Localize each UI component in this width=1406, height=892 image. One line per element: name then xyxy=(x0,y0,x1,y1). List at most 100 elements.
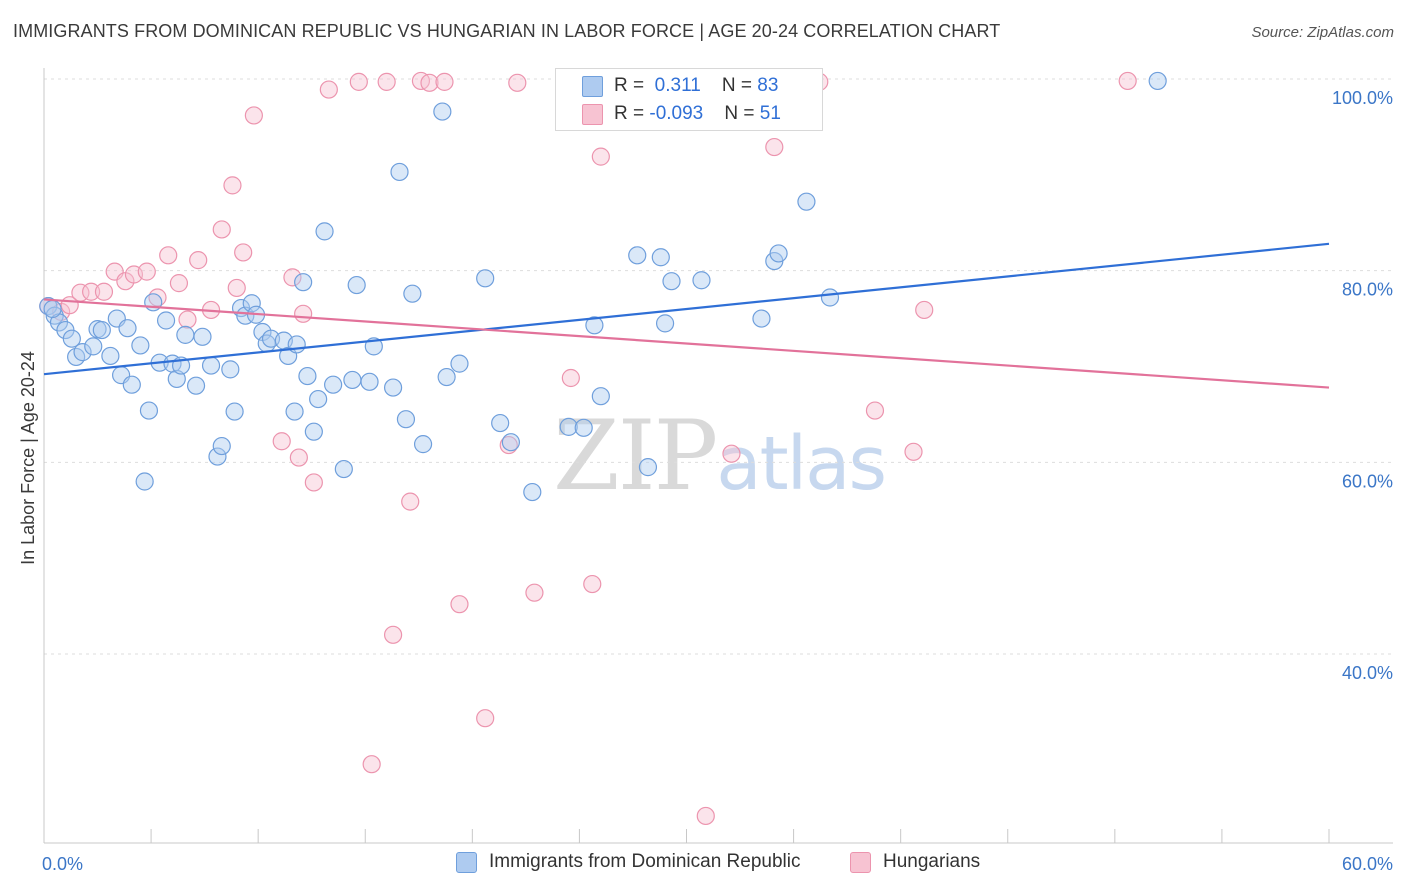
legend-label-dominican: Immigrants from Dominican Republic xyxy=(489,851,801,872)
dominican-point-34 xyxy=(242,294,261,313)
dominican-point-70 xyxy=(628,246,647,265)
hungarians-point-48 xyxy=(904,442,923,461)
hungarians-point-20 xyxy=(244,106,263,125)
dominican-point-64 xyxy=(501,433,520,452)
dominican-point-44 xyxy=(298,366,317,386)
legend-label-hungarians: Hungarians xyxy=(883,851,981,872)
trend-lines xyxy=(43,242,1330,389)
hungarians-point-41 xyxy=(583,574,602,594)
dominican-point-26 xyxy=(193,327,212,346)
hungarians-point-17 xyxy=(223,176,242,195)
watermark-atlas: atlas xyxy=(716,421,887,507)
hungarians-point-40 xyxy=(561,368,580,388)
r-label: R = xyxy=(614,103,650,124)
dominican-point-30 xyxy=(221,360,240,379)
hungarians-point-13 xyxy=(178,310,197,329)
dominican-point-67 xyxy=(574,418,593,437)
y-tick-label-80: 80.0% xyxy=(1342,280,1393,300)
y-tick-label-40: 40.0% xyxy=(1342,663,1393,683)
dominican-trend-line xyxy=(43,242,1330,376)
n-label: N = xyxy=(724,103,760,124)
pink-swatch xyxy=(582,104,603,125)
dominican-point-31 xyxy=(225,402,244,421)
dominican-point-82 xyxy=(43,299,62,319)
legend-swatch-blue xyxy=(456,851,477,873)
dominican-point-79 xyxy=(797,192,816,211)
dominican-point-63 xyxy=(491,413,510,433)
dominican-point-75 xyxy=(692,271,711,290)
source-label: Source: ZipAtlas.com xyxy=(1251,24,1394,41)
legend-swatch-pink xyxy=(850,851,871,873)
dominican-point-56 xyxy=(396,410,416,429)
hungarians-point-43 xyxy=(696,806,715,826)
dominican-point-58 xyxy=(413,435,433,454)
dominican-point-55 xyxy=(390,162,409,182)
hungarians-point-39 xyxy=(525,583,544,602)
hungarians-point-38 xyxy=(508,73,527,92)
hungarians-point-34 xyxy=(435,72,454,91)
legend-item-hungarians[interactable]: Hungarians xyxy=(850,851,980,873)
hungarians-point-21 xyxy=(272,432,291,451)
hungarians-point-36 xyxy=(476,709,495,728)
dominican-point-60 xyxy=(437,367,456,387)
r-value: -0.093 xyxy=(649,103,704,124)
hungarians-point-19 xyxy=(234,243,253,262)
hungarians-point-11 xyxy=(159,246,178,265)
dominican-point-57 xyxy=(403,284,422,303)
dominican-point-29 xyxy=(212,436,231,456)
x-tick-label-max: 60.0% xyxy=(1342,854,1393,874)
dominican-point-42 xyxy=(287,335,306,354)
dominican-point-15 xyxy=(131,336,150,355)
hungarians-point-4 xyxy=(82,282,101,301)
n-value: 83 xyxy=(757,75,779,96)
dominican-point-43 xyxy=(294,273,313,292)
axes xyxy=(43,68,1393,844)
hungarians-point-50 xyxy=(1118,71,1137,91)
hungarians-point-28 xyxy=(362,755,381,774)
dominican-point-6 xyxy=(73,343,92,362)
dominican-point-76 xyxy=(752,309,771,328)
dominican-point-16 xyxy=(135,472,154,491)
dominican-point-59 xyxy=(433,102,452,121)
n-value: 51 xyxy=(759,103,781,124)
dominican-point-65 xyxy=(523,482,542,502)
y-tick-label-100: 100.0% xyxy=(1332,88,1393,108)
hungarians-point-37 xyxy=(499,435,518,455)
dominican-point-74 xyxy=(662,272,681,291)
dominican-point-49 xyxy=(334,459,353,479)
dominican-point-28 xyxy=(208,447,227,466)
dominican-point-73 xyxy=(655,314,675,333)
dominican-point-48 xyxy=(324,375,343,394)
dominican-point-52 xyxy=(360,372,379,391)
stats-legend: R = 0.311 N = 83 R = -0.093 N = 51 xyxy=(555,68,823,131)
stats-text-hungarian: R = -0.093 N = 51 xyxy=(614,103,781,125)
y-tick-label-60: 60.0% xyxy=(1342,471,1393,491)
dominican-point-27 xyxy=(201,356,221,375)
hungarians-point-31 xyxy=(401,492,420,511)
r-label: R = xyxy=(614,75,650,96)
chart-title: IMMIGRANTS FROM DOMINICAN REPUBLIC VS HU… xyxy=(13,21,1001,41)
r-value: 0.311 xyxy=(649,75,701,96)
hungarians-point-24 xyxy=(294,304,313,323)
hungarians-point-14 xyxy=(189,251,208,270)
dominican-point-51 xyxy=(347,275,366,295)
dominican-point-78 xyxy=(769,244,788,263)
legend-item-dominican[interactable]: Immigrants from Dominican Republic xyxy=(456,851,801,873)
dominican-point-71 xyxy=(638,458,658,477)
watermark: ZIPatlas xyxy=(553,400,887,512)
dominican-point-22 xyxy=(167,369,186,389)
gridlines xyxy=(44,78,1393,655)
hungarians-trend-line xyxy=(43,298,1330,389)
hungarians-points xyxy=(39,71,1137,826)
hungarians-point-45 xyxy=(765,137,784,157)
dominican-point-80 xyxy=(820,288,840,307)
dominican-point-69 xyxy=(591,387,610,406)
dominican-point-10 xyxy=(101,346,120,366)
hungarians-point-29 xyxy=(377,72,396,91)
hungarians-point-23 xyxy=(289,448,308,467)
dominican-points xyxy=(39,71,1167,502)
dominican-point-14 xyxy=(122,375,141,394)
x-ticks xyxy=(150,829,1330,843)
hungarians-point-5 xyxy=(94,282,114,301)
dominican-point-7 xyxy=(84,337,103,356)
